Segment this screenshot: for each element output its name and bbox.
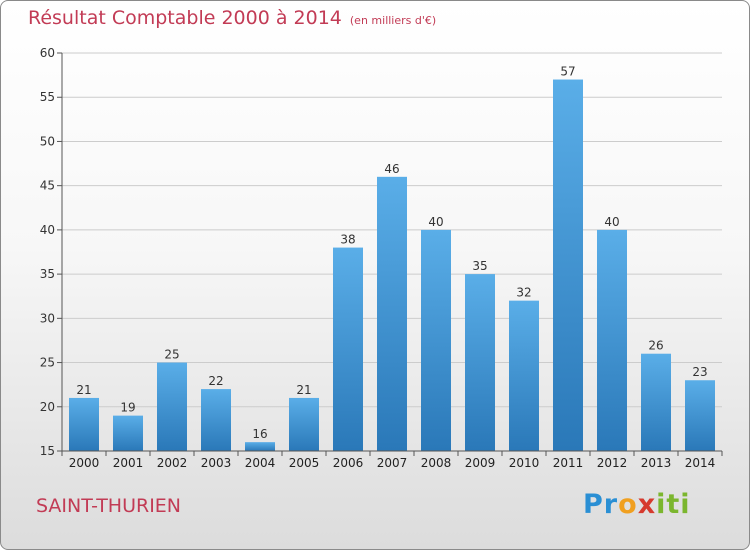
bar-2003 [201, 389, 231, 451]
x-tick-label: 2014 [685, 456, 716, 470]
x-tick-labels: 2000 2001 2002 2003 2004 2005 2006 2007 2008 2009… [69, 456, 716, 470]
x-tick-label: 2005 [289, 456, 320, 470]
bar-value-label: 57 [560, 65, 575, 79]
bar-2006 [333, 247, 363, 451]
bar-value-label: 40 [604, 215, 619, 229]
y-tick-label: 55 [40, 90, 55, 104]
x-tick-label: 2007 [377, 456, 408, 470]
bars [69, 79, 715, 452]
bar-value-label: 21 [296, 383, 311, 397]
bar-2010 [509, 300, 539, 451]
bar-2008 [421, 229, 451, 451]
bar-2002 [157, 362, 187, 451]
commune-name: SAINT-THURIEN [36, 495, 182, 517]
bar-value-label: 40 [428, 215, 443, 229]
y-tick-label: 20 [40, 400, 55, 414]
logo-letter: x [637, 489, 657, 520]
x-tick-label: 2002 [157, 456, 188, 470]
x-tick-label: 2003 [201, 456, 232, 470]
bar-value-label: 23 [692, 365, 707, 379]
proxiti-logo[interactable]: Proxiti [583, 489, 691, 520]
y-tick-label: 60 [40, 46, 55, 60]
y-tick-label: 25 [40, 356, 55, 370]
bar-2013 [641, 353, 671, 451]
x-tick-label: 2012 [597, 456, 628, 470]
bar-value-label: 26 [648, 339, 663, 353]
bar-2004 [245, 442, 275, 451]
chart-title-text: Résultat Comptable 2000 à 2014 [28, 7, 342, 29]
x-tick-label: 2011 [553, 456, 584, 470]
y-tick-label: 45 [40, 179, 55, 193]
bar-2009 [465, 274, 495, 451]
bar-2005 [289, 397, 319, 451]
bar-value-label: 16 [252, 427, 267, 441]
y-tick-label: 40 [40, 223, 55, 237]
x-tick-label: 2004 [245, 456, 276, 470]
y-tick-label: 35 [40, 267, 55, 281]
x-tick-label: 2001 [113, 456, 144, 470]
x-tick-label: 2008 [421, 456, 452, 470]
logo-letter: r [603, 489, 619, 520]
bar-2000 [69, 397, 99, 451]
bar-value-label: 32 [516, 286, 531, 300]
y-tick-labels: 15 20 25 30 35 40 45 50 55 60 [40, 46, 55, 458]
bar-value-label: 19 [120, 401, 135, 415]
logo-letter: i [680, 489, 691, 520]
x-tick-label: 2010 [509, 456, 540, 470]
x-tick-label: 2006 [333, 456, 364, 470]
bar-2014 [685, 380, 715, 451]
y-tick-label: 50 [40, 134, 55, 148]
logo-letter: i [656, 489, 667, 520]
bar-value-label: 25 [164, 348, 179, 362]
bar-value-label: 22 [208, 374, 223, 388]
bar-value-labels: 21 19 25 22 16 21 38 46 40 35 32 57 40 26 23 [76, 65, 707, 442]
bar-value-label: 21 [76, 383, 91, 397]
chart-title: Résultat Comptable 2000 à 2014 (en millie… [28, 7, 436, 29]
bar-2011 [553, 79, 583, 452]
y-tick-label: 30 [40, 311, 55, 325]
bar-value-label: 38 [340, 233, 355, 247]
chart-subtitle: (en milliers d'€) [349, 14, 437, 27]
logo-letter: P [583, 489, 604, 520]
y-tick-label: 15 [40, 444, 55, 458]
x-tick-label: 2000 [69, 456, 100, 470]
logo-letter: t [666, 489, 681, 520]
bar-2007 [377, 176, 407, 452]
logo-letter: o [618, 489, 638, 520]
x-tick-label: 2009 [465, 456, 496, 470]
bar-value-label: 46 [384, 162, 399, 176]
x-tick-label: 2013 [641, 456, 672, 470]
bar-2001 [113, 415, 143, 451]
bar-value-label: 35 [472, 259, 487, 273]
bar-2012 [597, 229, 627, 451]
axes [61, 53, 723, 456]
